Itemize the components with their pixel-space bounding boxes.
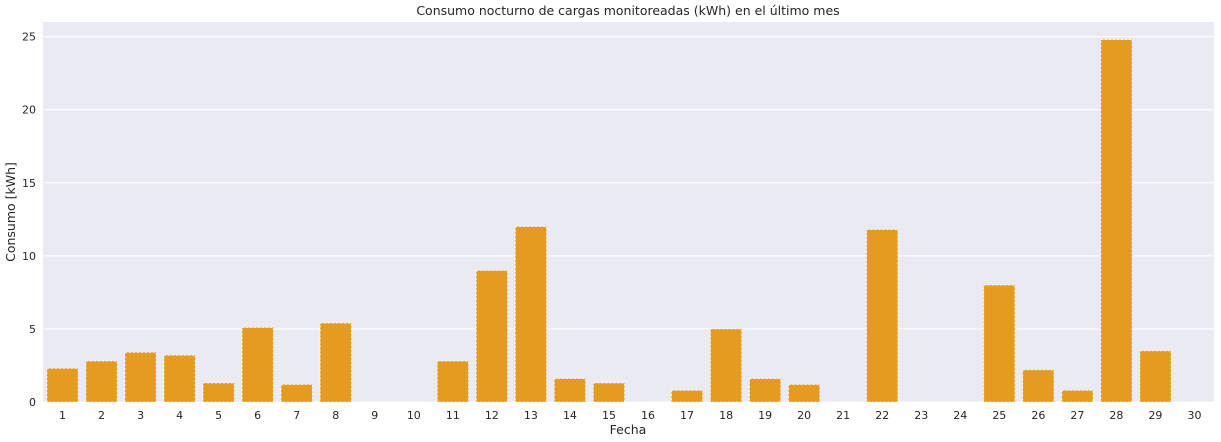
bar bbox=[124, 351, 157, 403]
bar bbox=[553, 378, 586, 403]
y-tick-label: 0 bbox=[29, 396, 36, 409]
x-tick-label: 2 bbox=[98, 409, 105, 422]
x-tick-label: 7 bbox=[293, 409, 300, 422]
x-tick-label: 11 bbox=[446, 409, 460, 422]
bar bbox=[592, 382, 625, 403]
x-tick-label: 1 bbox=[59, 409, 66, 422]
bar bbox=[436, 360, 469, 403]
bar bbox=[319, 322, 352, 403]
x-tick-label: 3 bbox=[137, 409, 144, 422]
y-axis-label: Consumo [kWh] bbox=[3, 162, 18, 262]
x-tick-label: 24 bbox=[953, 409, 967, 422]
plot-background bbox=[43, 22, 1214, 402]
bar bbox=[514, 226, 547, 403]
x-tick-label: 9 bbox=[371, 409, 378, 422]
x-tick-label: 15 bbox=[602, 409, 616, 422]
bar bbox=[1100, 39, 1133, 403]
x-tick-label: 16 bbox=[641, 409, 655, 422]
x-tick-label: 22 bbox=[875, 409, 889, 422]
x-tick-label: 23 bbox=[914, 409, 928, 422]
x-tick-label: 28 bbox=[1109, 409, 1123, 422]
bar bbox=[983, 284, 1016, 403]
bar bbox=[1061, 389, 1094, 403]
x-tick-label: 20 bbox=[797, 409, 811, 422]
x-tick-label: 27 bbox=[1070, 409, 1084, 422]
bar bbox=[475, 270, 508, 403]
y-tick-label: 20 bbox=[22, 104, 36, 117]
x-tick-label: 13 bbox=[524, 409, 538, 422]
y-tick-labels: 0 5 10 15 20 25 bbox=[22, 31, 36, 409]
chart-title: Consumo nocturno de cargas monitoreadas … bbox=[416, 3, 839, 18]
grid-lines bbox=[43, 36, 1214, 403]
bar bbox=[280, 384, 313, 403]
x-tick-label: 14 bbox=[563, 409, 577, 422]
x-tick-label: 5 bbox=[215, 409, 222, 422]
x-tick-label: 17 bbox=[680, 409, 694, 422]
x-tick-label: 19 bbox=[758, 409, 772, 422]
x-axis-label: Fecha bbox=[610, 422, 647, 437]
bar bbox=[749, 378, 782, 403]
y-tick-label: 15 bbox=[22, 177, 36, 190]
bar bbox=[85, 360, 118, 403]
x-tick-label: 21 bbox=[836, 409, 850, 422]
x-tick-label: 10 bbox=[407, 409, 421, 422]
x-tick-label: 4 bbox=[176, 409, 183, 422]
y-tick-label: 5 bbox=[29, 323, 36, 336]
bar bbox=[202, 382, 235, 403]
bar bbox=[241, 327, 274, 403]
x-tick-label: 29 bbox=[1148, 409, 1162, 422]
x-tick-label: 30 bbox=[1187, 409, 1201, 422]
bar bbox=[163, 354, 196, 403]
x-tick-label: 12 bbox=[485, 409, 499, 422]
x-tick-label: 26 bbox=[1031, 409, 1045, 422]
bars bbox=[46, 39, 1172, 403]
bar bbox=[46, 367, 79, 403]
x-tick-label: 18 bbox=[719, 409, 733, 422]
x-tick-label: 6 bbox=[254, 409, 261, 422]
bar bbox=[671, 389, 704, 403]
bar bbox=[710, 328, 743, 403]
x-tick-labels: 1 2 3 4 5 6 7 8 9 10 11 12 13 14 15 16 17 18 19 20 21 22 23 24 2… bbox=[59, 409, 1201, 422]
bar bbox=[866, 229, 899, 403]
bar bbox=[788, 384, 821, 403]
bar bbox=[1022, 369, 1055, 403]
bar bbox=[1139, 350, 1172, 403]
y-tick-label: 10 bbox=[22, 250, 36, 263]
x-tick-label: 25 bbox=[992, 409, 1006, 422]
x-tick-label: 8 bbox=[332, 409, 339, 422]
y-tick-label: 25 bbox=[22, 31, 36, 44]
